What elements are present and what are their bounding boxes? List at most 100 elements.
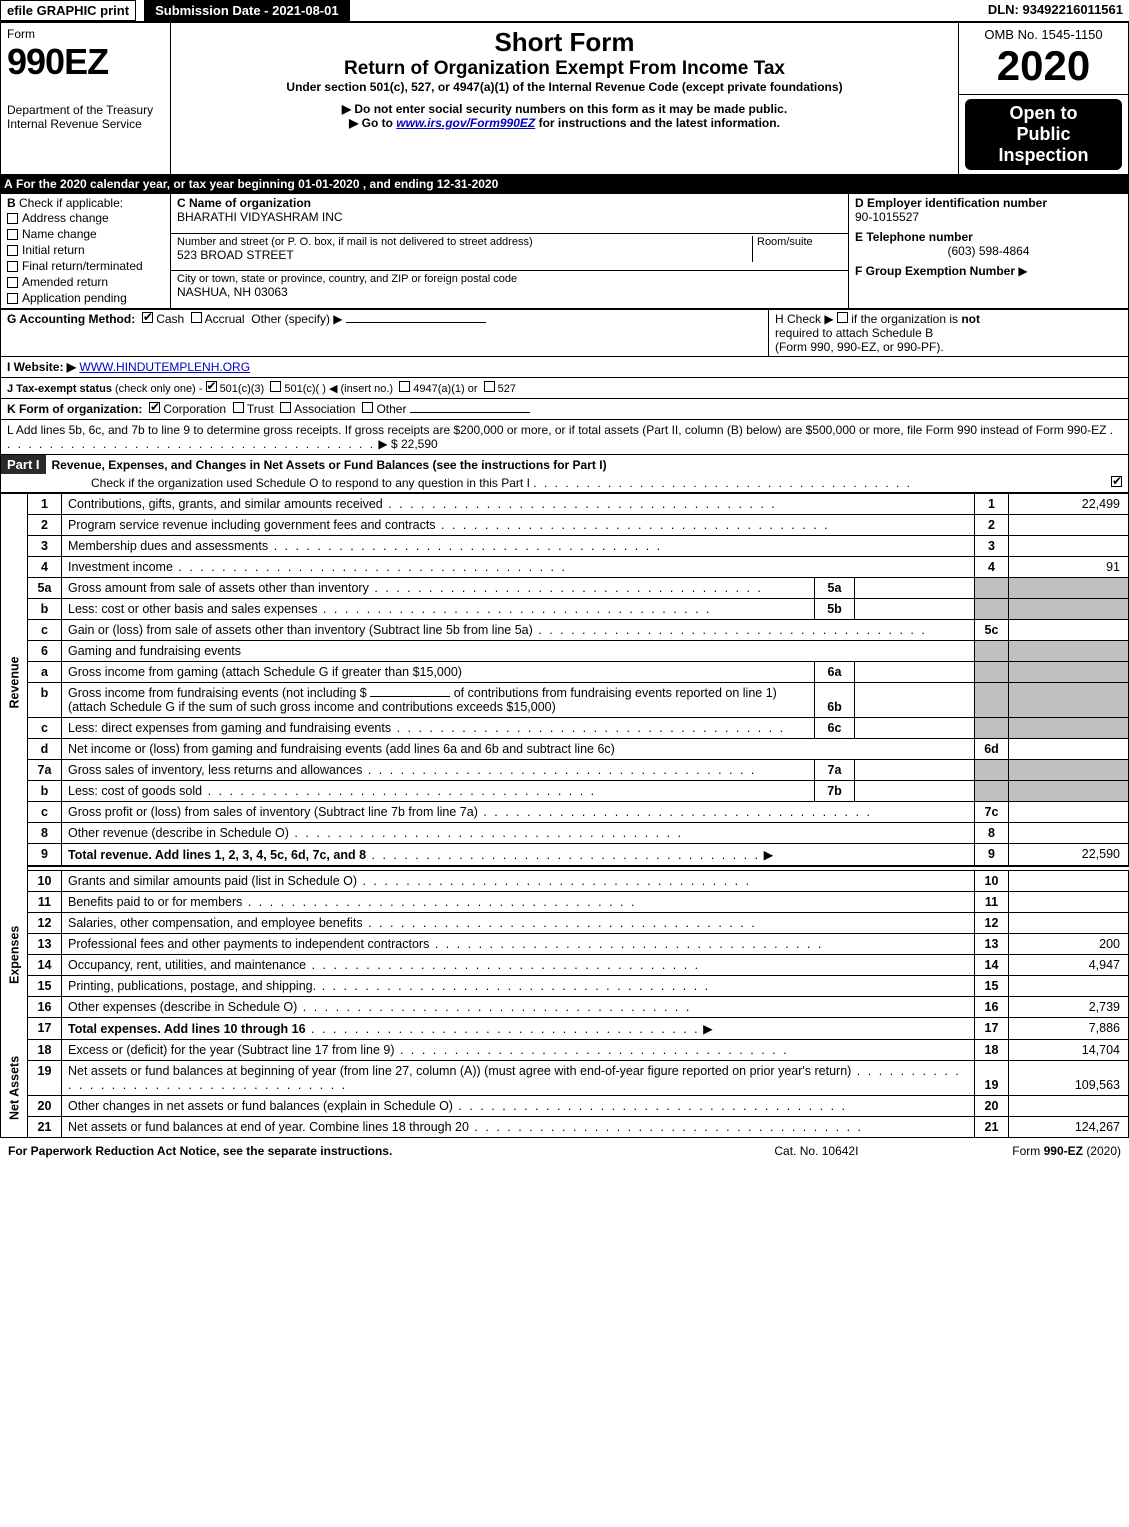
l5b-val[interactable] [855, 599, 975, 620]
l18-desc: Excess or (deficit) for the year (Subtra… [68, 1043, 395, 1057]
box-e-label: E Telephone number [855, 230, 1122, 244]
l21-num2: 21 [975, 1116, 1009, 1137]
l21-num: 21 [28, 1116, 62, 1137]
l6-desc: Gaming and fundraising events [62, 641, 975, 662]
l6a-val[interactable] [855, 662, 975, 683]
l1-amt: 22,499 [1009, 494, 1129, 515]
check-initial-return[interactable] [7, 245, 18, 256]
open-line-3: Inspection [967, 145, 1120, 166]
check-name-change[interactable] [7, 229, 18, 240]
l7a-val[interactable] [855, 760, 975, 781]
ssn-warning: ▶ Do not enter social security numbers o… [177, 102, 952, 116]
check-amended-return[interactable] [7, 277, 18, 288]
l2-desc: Program service revenue including govern… [68, 518, 436, 532]
l9-amt: 22,590 [1009, 844, 1129, 867]
l12-desc: Salaries, other compensation, and employ… [68, 916, 363, 930]
l19-amt: 109,563 [1009, 1060, 1129, 1095]
check-cash[interactable] [142, 312, 153, 323]
l2-num: 2 [28, 515, 62, 536]
period-end: 12-31-2020 [437, 177, 498, 191]
l20-amt [1009, 1095, 1129, 1116]
check-527[interactable] [484, 381, 495, 392]
l8-desc: Other revenue (describe in Schedule O) [68, 826, 289, 840]
submission-date-button[interactable]: Submission Date - 2021-08-01 [144, 0, 350, 21]
form-number: 990EZ [7, 41, 164, 83]
part1-label: Part I [1, 455, 46, 474]
check-trust[interactable] [233, 402, 244, 413]
l6a-shade2 [1009, 662, 1129, 683]
check-h[interactable] [837, 312, 848, 323]
l7b-desc: Less: cost of goods sold [68, 784, 202, 798]
l2-num2: 2 [975, 515, 1009, 536]
l11-num2: 11 [975, 891, 1009, 912]
l6c-val[interactable] [855, 718, 975, 739]
lines-table: Revenue 1 Contributions, gifts, grants, … [0, 493, 1129, 1138]
l6c-shade1 [975, 718, 1009, 739]
l17-desc: Total expenses. Add lines 10 through 16 [68, 1022, 306, 1036]
l7a-num: 7a [28, 760, 62, 781]
g-other-input[interactable] [346, 322, 486, 323]
row-l: L Add lines 5b, 6c, and 7b to line 9 to … [0, 420, 1129, 455]
l17-num2: 17 [975, 1017, 1009, 1039]
l5a-val[interactable] [855, 578, 975, 599]
l16-num2: 16 [975, 996, 1009, 1017]
k-other-input[interactable] [410, 412, 530, 413]
check-application-pending[interactable] [7, 293, 18, 304]
check-accrual[interactable] [191, 312, 202, 323]
check-address-change[interactable] [7, 213, 18, 224]
check-final-return[interactable] [7, 261, 18, 272]
l16-desc: Other expenses (describe in Schedule O) [68, 1000, 297, 1014]
l6d-desc: Net income or (loss) from gaming and fun… [68, 742, 615, 756]
website-link[interactable]: WWW.HINDUTEMPLENH.ORG [79, 360, 250, 374]
l12-num: 12 [28, 912, 62, 933]
l6b-num: b [28, 683, 62, 718]
period-text-pre: For the 2020 calendar year, or tax year … [16, 177, 298, 191]
phone-value: (603) 598-4864 [855, 244, 1122, 258]
j-sub: (check only one) - [115, 383, 205, 395]
l16-num: 16 [28, 996, 62, 1017]
h-not: not [961, 312, 980, 326]
check-501c3[interactable] [206, 381, 217, 392]
l6b-val[interactable] [855, 683, 975, 718]
l-text: L Add lines 5b, 6c, and 7b to line 9 to … [7, 423, 1106, 437]
box-c-label: C Name of organization [177, 196, 842, 210]
j-o3: 4947(a)(1) or [413, 383, 477, 395]
check-association[interactable] [280, 402, 291, 413]
l2-amt [1009, 515, 1129, 536]
l17-amt: 7,886 [1009, 1017, 1129, 1039]
top-bar: efile GRAPHIC print Submission Date - 20… [0, 0, 1129, 22]
opt-address-change: Address change [22, 211, 109, 225]
l16-amt: 2,739 [1009, 996, 1129, 1017]
label-a: A [4, 177, 13, 191]
irs-link[interactable]: www.irs.gov/Form990EZ [396, 116, 535, 130]
omb-number: OMB No. 1545-1150 [965, 27, 1122, 42]
part1-title-bold: Revenue, Expenses, and Changes in Net As… [52, 458, 430, 472]
l6b-blank[interactable] [370, 696, 450, 697]
print-button[interactable]: efile GRAPHIC print [0, 0, 136, 21]
l5b-shade1 [975, 599, 1009, 620]
l7c-amt [1009, 802, 1129, 823]
l6c-num: c [28, 718, 62, 739]
g-accrual: Accrual [205, 312, 245, 326]
part1-title: Revenue, Expenses, and Changes in Net As… [46, 456, 613, 474]
box-b-title: Check if applicable: [19, 196, 123, 210]
l6c-desc: Less: direct expenses from gaming and fu… [68, 721, 391, 735]
l19-num: 19 [28, 1060, 62, 1095]
l14-num: 14 [28, 954, 62, 975]
l4-num: 4 [28, 557, 62, 578]
l6-shade1 [975, 641, 1009, 662]
j-o4: 527 [498, 383, 516, 395]
footer-right-post: (2020) [1086, 1144, 1121, 1158]
l11-amt [1009, 891, 1129, 912]
l12-amt [1009, 912, 1129, 933]
check-4947[interactable] [399, 381, 410, 392]
check-other-org[interactable] [362, 402, 373, 413]
l20-num2: 20 [975, 1095, 1009, 1116]
period-row: A For the 2020 calendar year, or tax yea… [0, 175, 1129, 193]
l4-amt: 91 [1009, 557, 1129, 578]
check-501c[interactable] [270, 381, 281, 392]
check-corporation[interactable] [149, 402, 160, 413]
l7b-val[interactable] [855, 781, 975, 802]
check-schedule-o[interactable] [1111, 476, 1122, 487]
h-text2: if the organization is [851, 312, 961, 326]
